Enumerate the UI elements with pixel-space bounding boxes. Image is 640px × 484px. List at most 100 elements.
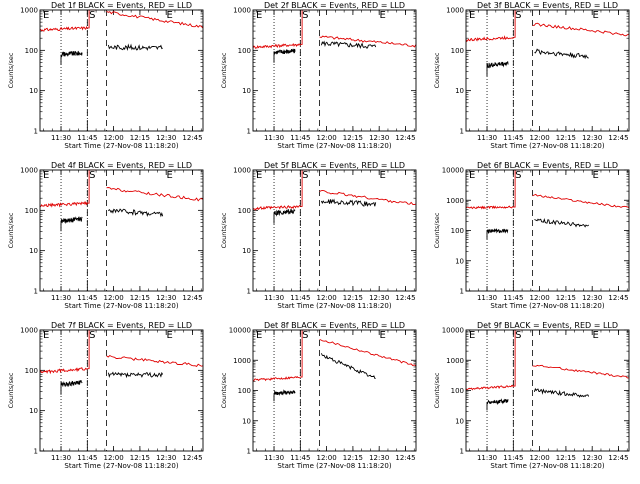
y-tick-label: 10000	[229, 327, 251, 335]
y-tick-label: 10	[29, 87, 38, 95]
y-axis-label: Counts/sec	[433, 372, 441, 408]
panel-title: Det 1f BLACK = Events, RED = LLD	[51, 1, 192, 10]
y-tick-label: 1	[460, 288, 464, 296]
x-tick-label: 12:00	[317, 294, 337, 302]
y-tick-label: 10	[242, 247, 251, 255]
y-axis-label: Counts/sec	[220, 372, 228, 408]
x-tick-label: 11:30	[51, 454, 71, 462]
x-tick-label: 11:45	[503, 294, 523, 302]
x-tick-label: 11:30	[264, 454, 284, 462]
events-series-line	[273, 389, 296, 402]
y-tick-label: 1000	[20, 167, 38, 175]
marker-label-s: S	[515, 330, 521, 341]
plot-frame	[39, 169, 204, 292]
x-tick-label: 11:45	[77, 454, 97, 462]
x-axis-label: Start Time (27-Nov-08 11:18:20)	[64, 142, 178, 150]
marker-label-s: S	[515, 10, 521, 21]
marker-label-e-end: E	[380, 170, 386, 181]
marker-label-e-start: E	[43, 10, 49, 21]
x-tick-label: 12:45	[608, 294, 628, 302]
marker-label-e-end: E	[593, 330, 599, 341]
lld-series-line	[532, 364, 629, 379]
y-tick-label: 100	[238, 387, 251, 395]
x-tick-label: 11:30	[477, 454, 497, 462]
y-axis-label: Counts/sec	[433, 52, 441, 88]
events-series-line	[320, 198, 377, 207]
plot-frame	[252, 169, 417, 292]
panel-det-8: Det 8f BLACK = Events, RED = LLD 1 10 100 10…	[220, 321, 417, 470]
x-tick-label: 12:45	[395, 454, 415, 462]
events-series-line	[486, 228, 509, 239]
y-tick-label: 1	[247, 448, 251, 456]
plot-frame	[39, 9, 204, 132]
panel-title: Det 6f BLACK = Events, RED = LLD	[477, 161, 618, 170]
y-tick-label: 100	[25, 367, 38, 375]
y-axis-label: Counts/sec	[7, 372, 15, 408]
y-axis-label: Counts/sec	[7, 212, 15, 248]
y-tick-label: 1	[460, 128, 464, 136]
x-tick-label: 11:30	[51, 134, 71, 142]
lld-series-line	[252, 376, 301, 382]
x-axis-label: Start Time (27-Nov-08 11:18:20)	[277, 462, 391, 470]
x-tick-label: 12:00	[104, 134, 124, 142]
x-tick-label: 11:30	[264, 294, 284, 302]
x-tick-label: 12:15	[556, 294, 576, 302]
marker-label-e-end: E	[593, 170, 599, 181]
y-tick-label: 10	[242, 417, 251, 425]
marker-label-s: S	[302, 10, 308, 21]
y-tick-label: 1	[34, 448, 38, 456]
marker-label-s: S	[302, 170, 308, 181]
y-tick-label: 100	[451, 387, 464, 395]
y-tick-label: 1	[460, 448, 464, 456]
y-tick-label: 100	[451, 227, 464, 235]
y-tick-label: 1000	[20, 327, 38, 335]
y-tick-label: 1000	[20, 7, 38, 15]
marker-label-s: S	[89, 170, 95, 181]
x-tick-label: 12:45	[395, 134, 415, 142]
panel-det-7: Det 7f BLACK = Events, RED = LLD 1 10 100 10…	[7, 321, 204, 470]
x-tick-label: 11:45	[503, 134, 523, 142]
x-tick-label: 12:00	[530, 134, 550, 142]
lld-series-line	[532, 22, 630, 37]
events-series-line	[273, 48, 296, 63]
x-axis-label: Start Time (27-Nov-08 11:18:20)	[277, 302, 391, 310]
panel-title: Det 3f BLACK = Events, RED = LLD	[477, 1, 618, 10]
marker-label-e-start: E	[256, 10, 262, 21]
x-tick-label: 12:15	[130, 134, 150, 142]
x-tick-label: 11:45	[77, 134, 97, 142]
events-series-line	[108, 208, 164, 218]
y-tick-label: 10000	[442, 327, 464, 335]
y-tick-label: 10	[455, 257, 464, 265]
x-axis-label: Start Time (27-Nov-08 11:18:20)	[490, 302, 604, 310]
y-tick-label: 1000	[446, 357, 464, 365]
y-tick-label: 1	[34, 128, 38, 136]
plot-frame	[465, 9, 630, 132]
panel-title: Det 8f BLACK = Events, RED = LLD	[264, 321, 405, 330]
x-axis-label: Start Time (27-Nov-08 11:18:20)	[64, 302, 178, 310]
marker-label-e-start: E	[469, 170, 475, 181]
events-series-line	[320, 40, 377, 50]
events-series-line	[320, 353, 376, 379]
panel-title: Det 9f BLACK = Events, RED = LLD	[477, 321, 618, 330]
marker-label-e-start: E	[43, 170, 49, 181]
y-tick-label: 10	[242, 87, 251, 95]
lld-series-line	[252, 43, 301, 49]
x-tick-label: 12:00	[317, 454, 337, 462]
x-tick-label: 12:45	[182, 454, 202, 462]
marker-label-s: S	[89, 10, 95, 21]
y-tick-label: 10	[29, 247, 38, 255]
x-tick-label: 12:45	[182, 294, 202, 302]
x-tick-label: 12:15	[556, 134, 576, 142]
x-axis-label: Start Time (27-Nov-08 11:18:20)	[277, 142, 391, 150]
x-tick-label: 11:45	[290, 134, 310, 142]
y-tick-label: 1000	[233, 167, 251, 175]
events-series-line	[107, 371, 164, 379]
y-tick-label: 10000	[442, 167, 464, 175]
events-series-line	[60, 380, 83, 395]
events-series-line	[534, 48, 589, 60]
lld-series-line	[319, 189, 417, 205]
plot-frame	[465, 169, 630, 292]
marker-label-e-end: E	[167, 10, 173, 21]
